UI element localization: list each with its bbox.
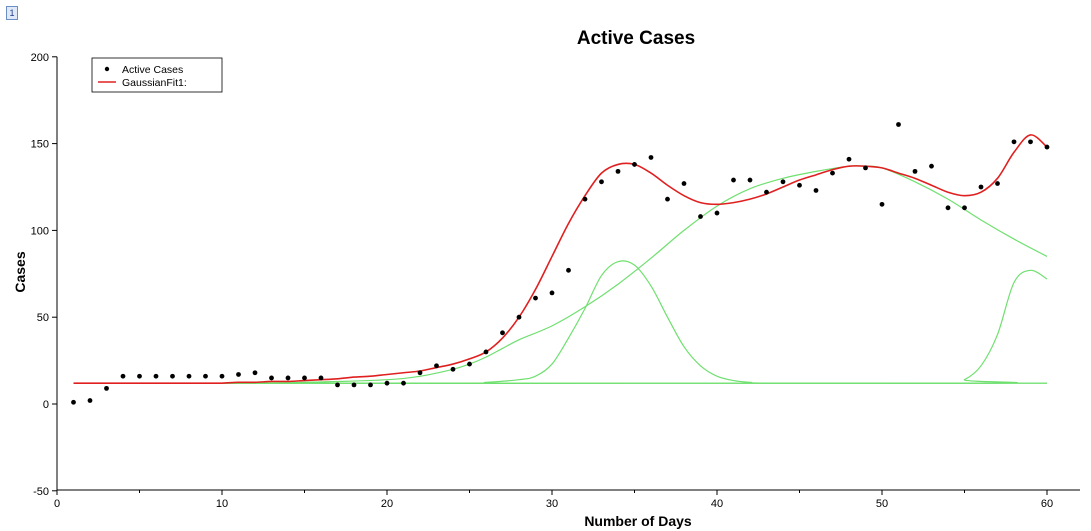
data-point (995, 181, 1000, 186)
data-point (351, 382, 357, 388)
data-point (269, 375, 274, 381)
fit-curve (73, 134, 1048, 385)
data-point (186, 373, 192, 379)
y-tick-label: -50 (33, 486, 49, 498)
data-point (797, 182, 802, 188)
y-tick-label: 150 (31, 139, 49, 151)
data-point (318, 375, 324, 381)
x-axis-label: Number of Days (584, 513, 692, 529)
data-point (731, 177, 736, 183)
data-point (285, 375, 291, 381)
data-point (830, 170, 835, 176)
corner-badge: 1 (6, 6, 18, 20)
data-point (153, 373, 159, 379)
data-point (648, 155, 654, 160)
data-point (896, 122, 901, 127)
x-tick-label: 30 (546, 498, 558, 510)
data-point (401, 380, 406, 386)
data-point (549, 290, 555, 296)
gaussian-component-1 (73, 165, 1048, 384)
legend-label: Active Cases (122, 64, 183, 76)
data-point (615, 168, 621, 174)
data-point (483, 349, 489, 355)
x-tick-label: 50 (876, 498, 888, 510)
data-point (87, 398, 93, 403)
fit-curve-layer (73, 134, 1048, 385)
data-point (632, 162, 637, 167)
chart-title: Active Cases (577, 28, 695, 49)
data-point (747, 177, 753, 183)
x-tick-label: 0 (54, 498, 60, 510)
data-point (368, 382, 373, 388)
y-tick-label: 100 (31, 225, 49, 237)
data-point (714, 210, 720, 216)
data-point (170, 373, 175, 379)
data-point (219, 373, 225, 379)
data-point (978, 184, 984, 190)
data-point (434, 363, 439, 369)
data-point (599, 179, 604, 185)
gaussian-component-2 (73, 260, 1048, 384)
y-tick-label: 200 (31, 52, 49, 64)
data-point (120, 373, 126, 379)
data-point (665, 196, 670, 202)
axes: -50 0 50 100 150 200 0 10 20 30 40 50 60 (31, 52, 1080, 510)
y-tick-label: 0 (43, 399, 49, 411)
data-point (780, 179, 786, 185)
data-point (450, 366, 456, 372)
x-tick-label: 40 (711, 498, 723, 510)
legend-label: GaussianFit1: (122, 77, 187, 89)
data-point (236, 372, 241, 377)
data-point (582, 196, 588, 202)
data-point (71, 399, 76, 405)
data-point (1044, 144, 1050, 150)
legend-marker-dot (104, 66, 110, 72)
data-point (879, 201, 885, 207)
data-point (252, 370, 258, 376)
data-point (863, 165, 868, 171)
data-point (813, 188, 819, 193)
data-point (945, 205, 951, 211)
data-point (104, 385, 109, 391)
data-point (516, 314, 522, 320)
gaussian-component-3 (73, 269, 1048, 385)
gaussian-components (73, 165, 1048, 385)
data-point (203, 373, 208, 379)
y-tick-label: 50 (37, 312, 49, 324)
data-point (846, 156, 852, 162)
y-axis-label: Cases (12, 251, 28, 292)
data-point (417, 370, 423, 376)
data-point (500, 330, 505, 336)
data-point (962, 205, 967, 211)
data-point (302, 375, 307, 381)
x-tick-label: 20 (381, 498, 393, 510)
data-point (681, 181, 687, 186)
data-point (764, 189, 769, 195)
data-point (566, 267, 571, 273)
legend-box (91, 57, 223, 93)
x-tick-label: 60 (1041, 498, 1053, 510)
data-point (533, 295, 538, 301)
data-point (929, 163, 934, 169)
x-tick-label: 10 (216, 498, 228, 510)
data-point (912, 168, 918, 174)
data-point (335, 382, 340, 388)
data-points (71, 122, 1050, 405)
data-point (1028, 139, 1033, 145)
data-point (137, 373, 142, 379)
data-point (384, 380, 390, 386)
data-point (1011, 139, 1017, 145)
data-point (467, 361, 472, 367)
data-point (698, 214, 703, 219)
